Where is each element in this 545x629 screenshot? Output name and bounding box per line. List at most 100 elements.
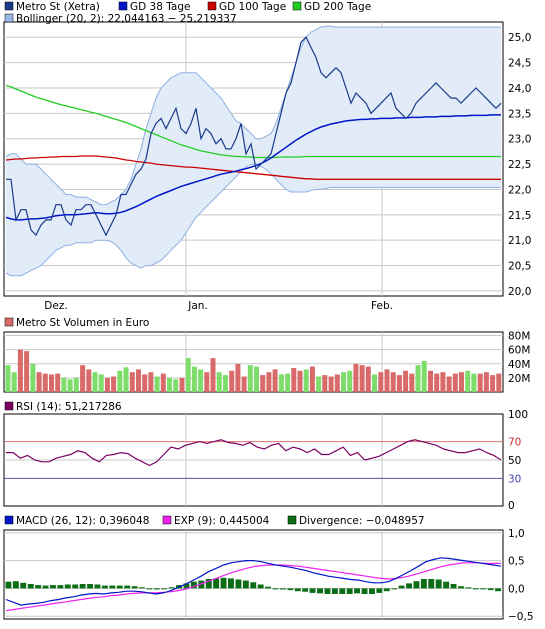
divergence-bar: [5, 581, 12, 589]
volume-bar: [210, 358, 216, 392]
divergence-bar: [183, 583, 190, 589]
volume-legend: Metro St Volumen in Euro: [4, 317, 149, 329]
volume-bar: [49, 374, 54, 392]
price-panel: 20,0 20,5 21,0 21,5 22,0 22,5 23,0 23,5 24,0 24,5…: [4, 22, 531, 312]
volume-bar: [129, 372, 135, 392]
divergence-bar: [406, 583, 412, 589]
volume-bar: [490, 375, 496, 392]
legend-label-exp: EXP (9): 0,445004: [174, 515, 270, 527]
volume-y-tick: 20M: [508, 373, 530, 385]
volume-bar: [160, 373, 166, 392]
volume-bar: [67, 379, 73, 392]
legend-swatch-gd100: [207, 1, 217, 11]
divergence-bar: [495, 588, 501, 592]
legend-swatch-rsi: [4, 401, 14, 411]
macd-y-tick: −0,5: [508, 611, 534, 623]
divergence-bar: [153, 588, 160, 590]
divergence-bar: [309, 588, 316, 593]
rsi-y-tick: 30: [508, 473, 521, 485]
macd-panel-frame: [3, 529, 504, 620]
divergence-bar: [480, 588, 487, 590]
volume-bar: [198, 369, 204, 392]
legend-label-volume: Metro St Volumen in Euro: [16, 317, 149, 329]
volume-bar: [272, 369, 278, 392]
price-y-tick: 25,0: [508, 32, 531, 44]
divergence-bar: [420, 579, 427, 589]
legend-label-price: Metro St (Xetra): [16, 1, 100, 13]
macd-line: [5, 557, 502, 606]
volume-bar: [154, 376, 160, 392]
volume-bar: [341, 372, 346, 392]
price-y-tick: 21,0: [508, 235, 531, 247]
bollinger-band-area: [6, 26, 501, 276]
divergence-bar: [131, 586, 138, 589]
divergence-bar: [50, 585, 56, 589]
volume-bar: [111, 376, 117, 392]
legend-swatch-macd: [4, 515, 14, 525]
legend-label-gd38: GD 38 Tage: [130, 1, 191, 13]
volume-bar: [278, 374, 284, 392]
volume-bar: [428, 370, 433, 392]
divergence-bar: [124, 585, 131, 589]
divergence-bar: [220, 577, 227, 589]
divergence-bar: [361, 588, 368, 594]
volume-bar: [173, 379, 179, 392]
divergence-bar: [450, 584, 457, 589]
divergence-bar: [435, 579, 442, 589]
volume-bar: [347, 370, 353, 392]
volume-bar: [365, 366, 371, 392]
volume-bar: [142, 374, 148, 392]
divergence-bar: [376, 588, 383, 593]
rsi-y-tick: 0: [508, 500, 515, 512]
divergence-bar: [72, 584, 79, 589]
divergence-bar: [190, 581, 197, 589]
legend-label-macd: MACD (26, 12): 0,396048: [16, 515, 149, 527]
volume-bar: [185, 358, 191, 392]
volume-bar: [167, 377, 172, 392]
volume-bar: [5, 365, 11, 392]
divergence-bar: [228, 578, 234, 589]
volume-bar: [73, 377, 79, 392]
volume-bar: [483, 372, 489, 392]
divergence-bar: [317, 588, 323, 594]
legend-swatch-exp: [162, 515, 172, 525]
divergence-bar: [443, 581, 450, 589]
rsi-y-tick: 50: [508, 455, 521, 467]
divergence-bar: [57, 585, 64, 589]
volume-bar: [359, 365, 365, 392]
volume-bar: [403, 370, 409, 392]
divergence-bar: [109, 585, 116, 589]
divergence-bar: [280, 588, 286, 590]
price-y-tick: 23,0: [508, 134, 531, 146]
divergence-bar: [242, 580, 249, 589]
volume-bar: [384, 369, 390, 392]
divergence-bar: [213, 578, 220, 589]
divergence-bar: [391, 588, 398, 590]
volume-bar: [421, 360, 427, 392]
volume-bar: [36, 372, 42, 392]
legend-label-gd100: GD 100 Tage: [219, 1, 286, 13]
divergence-bar: [64, 584, 71, 589]
divergence-bar: [428, 579, 435, 589]
volume-bar: [247, 365, 253, 392]
volume-bar: [353, 363, 359, 392]
divergence-bar: [465, 587, 472, 589]
volume-bar: [136, 369, 141, 392]
price-x-tick: Feb.: [371, 300, 393, 312]
volume-bar: [471, 373, 477, 392]
volume-bar: [17, 349, 23, 392]
legend-label-divergence: Divergence: −0,048957: [299, 515, 425, 527]
divergence-bar: [458, 586, 464, 589]
price-panel-frame: [3, 21, 504, 297]
divergence-bar: [12, 581, 19, 589]
rsi-panel: 0 30 50 70 100: [4, 409, 528, 512]
divergence-bar: [487, 588, 494, 591]
divergence-bar: [161, 588, 168, 590]
volume-bar: [216, 372, 222, 392]
volume-bar: [42, 373, 48, 392]
volume-y-tick: 60M: [508, 345, 530, 357]
legend-swatch-volume: [4, 317, 14, 327]
legend-swatch-gd38: [118, 1, 128, 11]
